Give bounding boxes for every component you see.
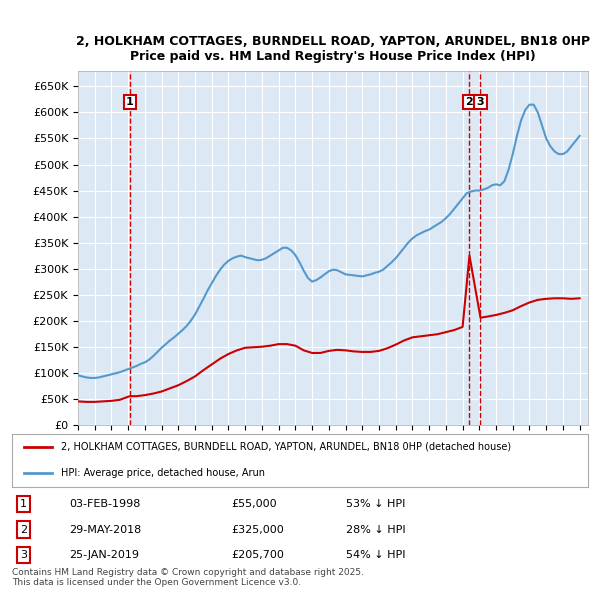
- Text: 03-FEB-1998: 03-FEB-1998: [70, 499, 141, 509]
- Text: £205,700: £205,700: [231, 550, 284, 560]
- Text: £55,000: £55,000: [231, 499, 277, 509]
- Text: 25-JAN-2019: 25-JAN-2019: [70, 550, 140, 560]
- Text: 29-MAY-2018: 29-MAY-2018: [70, 525, 142, 535]
- Text: HPI: Average price, detached house, Arun: HPI: Average price, detached house, Arun: [61, 468, 265, 478]
- Text: 3: 3: [476, 97, 484, 107]
- Text: 2, HOLKHAM COTTAGES, BURNDELL ROAD, YAPTON, ARUNDEL, BN18 0HP (detached house): 2, HOLKHAM COTTAGES, BURNDELL ROAD, YAPT…: [61, 442, 511, 452]
- Text: 3: 3: [20, 550, 27, 560]
- Text: 53% ↓ HPI: 53% ↓ HPI: [346, 499, 406, 509]
- Text: 1: 1: [20, 499, 27, 509]
- Text: £325,000: £325,000: [231, 525, 284, 535]
- Text: 2: 2: [20, 525, 27, 535]
- Text: Contains HM Land Registry data © Crown copyright and database right 2025.
This d: Contains HM Land Registry data © Crown c…: [12, 568, 364, 587]
- Text: 54% ↓ HPI: 54% ↓ HPI: [346, 550, 406, 560]
- Text: 1: 1: [126, 97, 134, 107]
- Text: 28% ↓ HPI: 28% ↓ HPI: [346, 525, 406, 535]
- Text: 2: 2: [466, 97, 473, 107]
- Title: 2, HOLKHAM COTTAGES, BURNDELL ROAD, YAPTON, ARUNDEL, BN18 0HP
Price paid vs. HM : 2, HOLKHAM COTTAGES, BURNDELL ROAD, YAPT…: [76, 35, 590, 63]
